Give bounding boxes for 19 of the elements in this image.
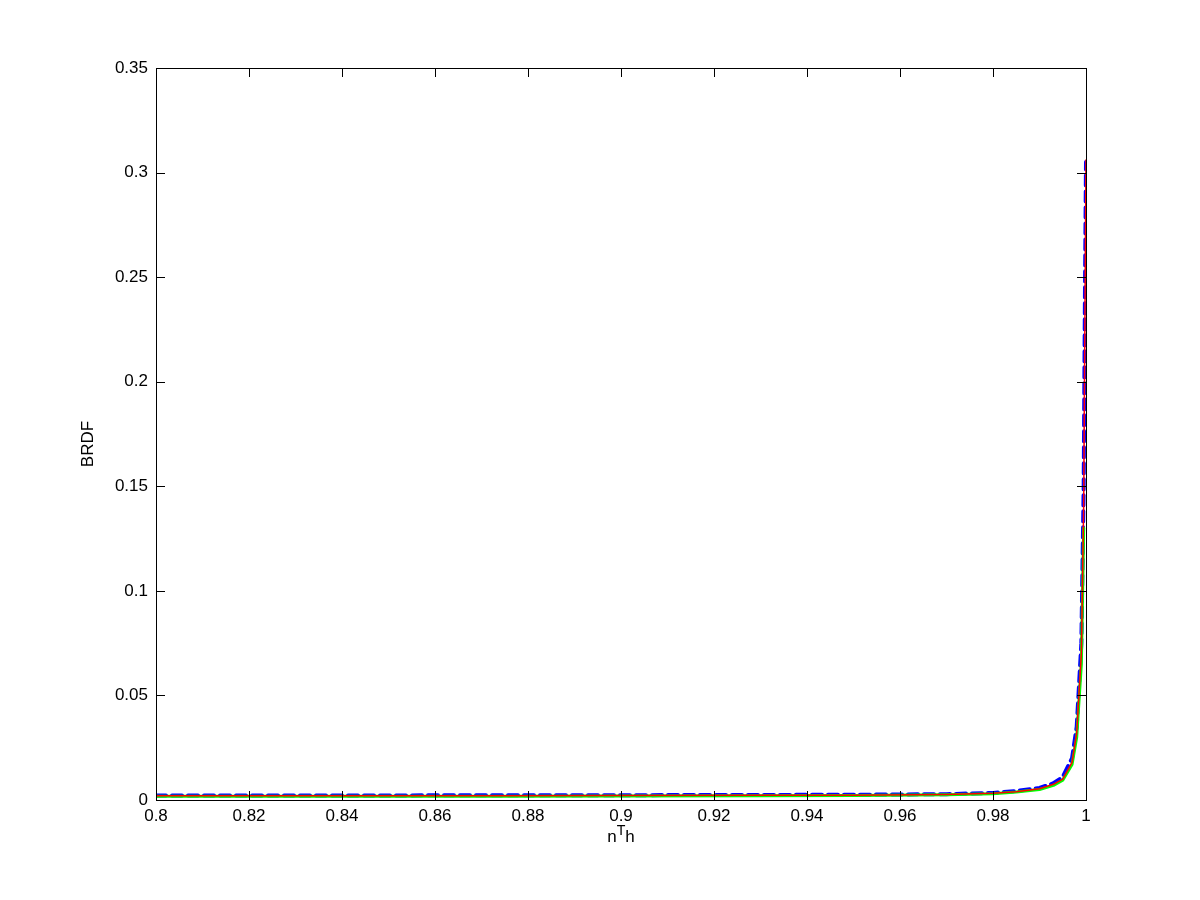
y-tick-label: 0.3	[124, 162, 148, 182]
y-tick-label: 0.1	[124, 580, 148, 600]
x-tick-label: 1	[1081, 805, 1091, 825]
x-tick-label: 0.94	[790, 805, 824, 825]
x-tick-label: 0.88	[511, 805, 545, 825]
x-axis-title: n$^{T}$h	[607, 822, 635, 846]
y-tick-label: 0.15	[114, 475, 148, 495]
x-tick-label: 0.9	[609, 805, 633, 825]
x-tick-label: 0.96	[883, 805, 917, 825]
y-axis-title: BRDF	[78, 420, 98, 468]
y-tick-label: 0.35	[114, 57, 148, 77]
y-tick-label: 0.2	[124, 371, 148, 391]
x-tick-label: 0.82	[232, 805, 266, 825]
x-tick-label: 0.92	[697, 805, 731, 825]
x-tick-label: 0.86	[418, 805, 452, 825]
x-tick-label: 0.84	[325, 805, 359, 825]
x-tick-label: 0.98	[976, 805, 1010, 825]
y-tick-label: 0.25	[114, 266, 148, 286]
y-tick-label: 0.05	[114, 685, 148, 705]
